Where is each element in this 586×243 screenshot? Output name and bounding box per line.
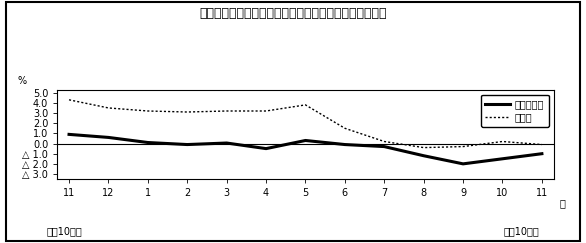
調査産業計 (263, 147, 270, 150)
調査産業計 (66, 133, 73, 136)
調査産業計 (381, 145, 388, 148)
調査産業計 (342, 143, 349, 146)
製造業 (499, 140, 506, 143)
製造業 (263, 110, 270, 113)
Text: %: % (18, 76, 27, 86)
製造業 (342, 127, 349, 130)
製造業 (184, 111, 191, 113)
Legend: 調査産業計, 製造業: 調査産業計, 製造業 (481, 95, 549, 127)
調査産業計 (302, 139, 309, 142)
調査産業計 (459, 162, 466, 165)
製造業 (144, 110, 151, 113)
Text: 平成10８年: 平成10８年 (47, 226, 83, 236)
調査産業計 (223, 142, 230, 145)
製造業 (459, 145, 466, 148)
製造業 (539, 143, 546, 146)
調査産業計 (539, 152, 546, 155)
調査産業計 (144, 141, 151, 144)
Text: 月: 月 (559, 199, 565, 208)
製造業 (105, 106, 112, 109)
調査産業計 (184, 143, 191, 146)
Text: 平成10９年: 平成10９年 (503, 226, 539, 236)
製造業 (381, 140, 388, 143)
調査産業計 (499, 157, 506, 160)
製造業 (223, 110, 230, 113)
製造業 (420, 146, 427, 149)
製造業 (302, 104, 309, 106)
Line: 調査産業計: 調査産業計 (69, 134, 542, 164)
調査産業計 (105, 136, 112, 139)
Text: 第３図　常用雇用指数対前年比の推移（規模５人以上）: 第３図 常用雇用指数対前年比の推移（規模５人以上） (199, 7, 387, 20)
調査産業計 (420, 154, 427, 157)
製造業 (66, 98, 73, 101)
Line: 製造業: 製造業 (69, 100, 542, 148)
